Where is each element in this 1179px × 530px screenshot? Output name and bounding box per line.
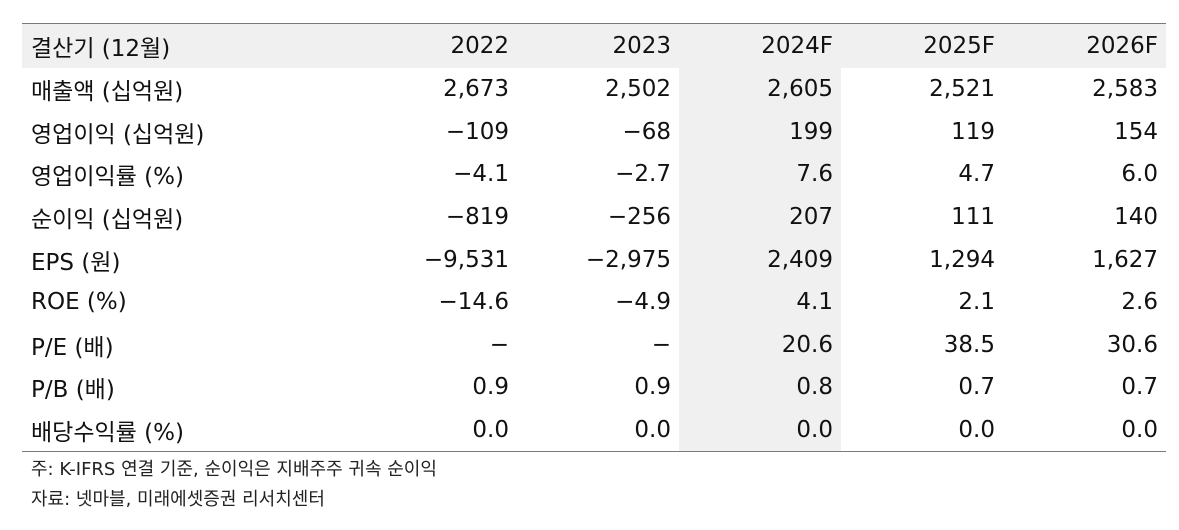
table-header-row: 결산기 (12월) 2022 2023 2024F 2025F 2026F xyxy=(22,24,1166,68)
row-label: 배당수익률 (%) xyxy=(31,420,184,447)
table-cell: 199 xyxy=(679,110,841,154)
row-label: 영업이익률 (%) xyxy=(31,164,184,191)
header-label: 결산기 (12월) xyxy=(22,24,352,68)
table-row: EPS (원) −9,531 −2,975 2,409 1,294 1,627 xyxy=(22,238,1166,281)
table-row: 매출액 (십억원) 2,673 2,502 2,605 2,521 2,583 xyxy=(22,68,1166,111)
table-cell: 0.0 xyxy=(634,417,671,444)
table-cell: 0.9 xyxy=(634,374,671,401)
table-cell: 4.1 xyxy=(679,280,841,324)
table-cell: 2.1 xyxy=(958,289,995,316)
table-cell: −2,975 xyxy=(585,246,671,273)
table-cell: 20.6 xyxy=(679,323,841,367)
table-cell: −9,531 xyxy=(423,246,509,273)
source-note: 자료: 넷마블, 미래에셋증권 리서치센터 xyxy=(31,489,325,510)
row-label: 매출액 (십억원) xyxy=(31,79,184,106)
row-label: P/E (배) xyxy=(31,334,114,361)
table-cell: 0.7 xyxy=(1121,374,1158,401)
table-cell: −4.9 xyxy=(615,289,671,316)
table-cell: −109 xyxy=(445,118,509,145)
table-cell: 30.6 xyxy=(1106,331,1158,358)
table-cell: −14.6 xyxy=(438,289,509,316)
table-cell: 2,583 xyxy=(1092,76,1158,103)
table-row: P/E (배) − − 20.6 38.5 30.6 xyxy=(22,323,1166,367)
table-cell: 140 xyxy=(1114,204,1158,231)
financial-summary-table-container: 결산기 (12월) 2022 2023 2024F 2025F 2026F 매출… xyxy=(22,23,1166,453)
table-cell: 2,673 xyxy=(443,76,509,103)
table-cell: 0.0 xyxy=(472,417,509,444)
table-row: 순이익 (십억원) −819 −256 207 111 140 xyxy=(22,195,1166,239)
table-cell: 2,521 xyxy=(929,76,995,103)
column-header: 2022 xyxy=(352,24,517,68)
table-row: 영업이익률 (%) −4.1 −2.7 7.6 4.7 6.0 xyxy=(22,153,1166,196)
financial-summary-table: 결산기 (12월) 2022 2023 2024F 2025F 2026F 매출… xyxy=(22,24,1166,452)
table-cell: 119 xyxy=(951,118,995,145)
table-cell: 0.0 xyxy=(1121,417,1158,444)
table-cell: 7.6 xyxy=(679,153,841,196)
column-header: 2026F xyxy=(1003,24,1166,68)
table-top-rule xyxy=(22,23,1166,24)
row-label: 순이익 (십억원) xyxy=(31,207,184,234)
table-row: 배당수익률 (%) 0.0 0.0 0.0 0.0 0.0 xyxy=(22,408,1166,452)
row-label: EPS (원) xyxy=(31,249,121,276)
table-cell: 0.0 xyxy=(679,408,841,452)
table-cell: −68 xyxy=(622,118,671,145)
row-label: P/B (배) xyxy=(31,377,115,404)
table-cell: 0.7 xyxy=(958,374,995,401)
column-header: 2023 xyxy=(517,24,679,68)
table-cell: 1,627 xyxy=(1092,246,1158,273)
table-cell: 1,294 xyxy=(929,246,995,273)
row-label: ROE (%) xyxy=(31,289,127,316)
footnote: 주: K-IFRS 연결 기준, 순이익은 지배주주 귀속 순이익 xyxy=(31,459,437,480)
table-notes: 주: K-IFRS 연결 기준, 순이익은 지배주주 귀속 순이익 자료: 넷마… xyxy=(31,455,437,515)
table-cell: −4.1 xyxy=(453,161,509,188)
table-row: 영업이익 (십억원) −109 −68 199 119 154 xyxy=(22,110,1166,154)
table-cell: −819 xyxy=(445,204,509,231)
row-label: 영업이익 (십억원) xyxy=(31,121,205,148)
table-cell: −2.7 xyxy=(615,161,671,188)
table-cell: 38.5 xyxy=(943,331,995,358)
table-cell: 207 xyxy=(679,195,841,239)
table-cell: 4.7 xyxy=(958,161,995,188)
column-header: 2025F xyxy=(841,24,1003,68)
table-bottom-rule xyxy=(22,451,1166,453)
table-row: P/B (배) 0.9 0.9 0.8 0.7 0.7 xyxy=(22,366,1166,409)
table-cell: − xyxy=(489,331,509,358)
table-cell: 0.8 xyxy=(679,366,841,409)
table-row: ROE (%) −14.6 −4.9 4.1 2.1 2.6 xyxy=(22,280,1166,324)
table-cell: 2,502 xyxy=(605,76,671,103)
table-cell: 154 xyxy=(1114,118,1158,145)
table-cell: 111 xyxy=(951,204,995,231)
table-cell: 0.0 xyxy=(958,417,995,444)
table-cell: 6.0 xyxy=(1121,161,1158,188)
table-cell: 2,605 xyxy=(679,68,841,111)
column-header: 2024F xyxy=(679,24,841,68)
table-cell: 2.6 xyxy=(1121,289,1158,316)
table-cell: − xyxy=(651,331,671,358)
table-cell: −256 xyxy=(607,204,671,231)
table-cell: 0.9 xyxy=(472,374,509,401)
table-cell: 2,409 xyxy=(679,238,841,281)
